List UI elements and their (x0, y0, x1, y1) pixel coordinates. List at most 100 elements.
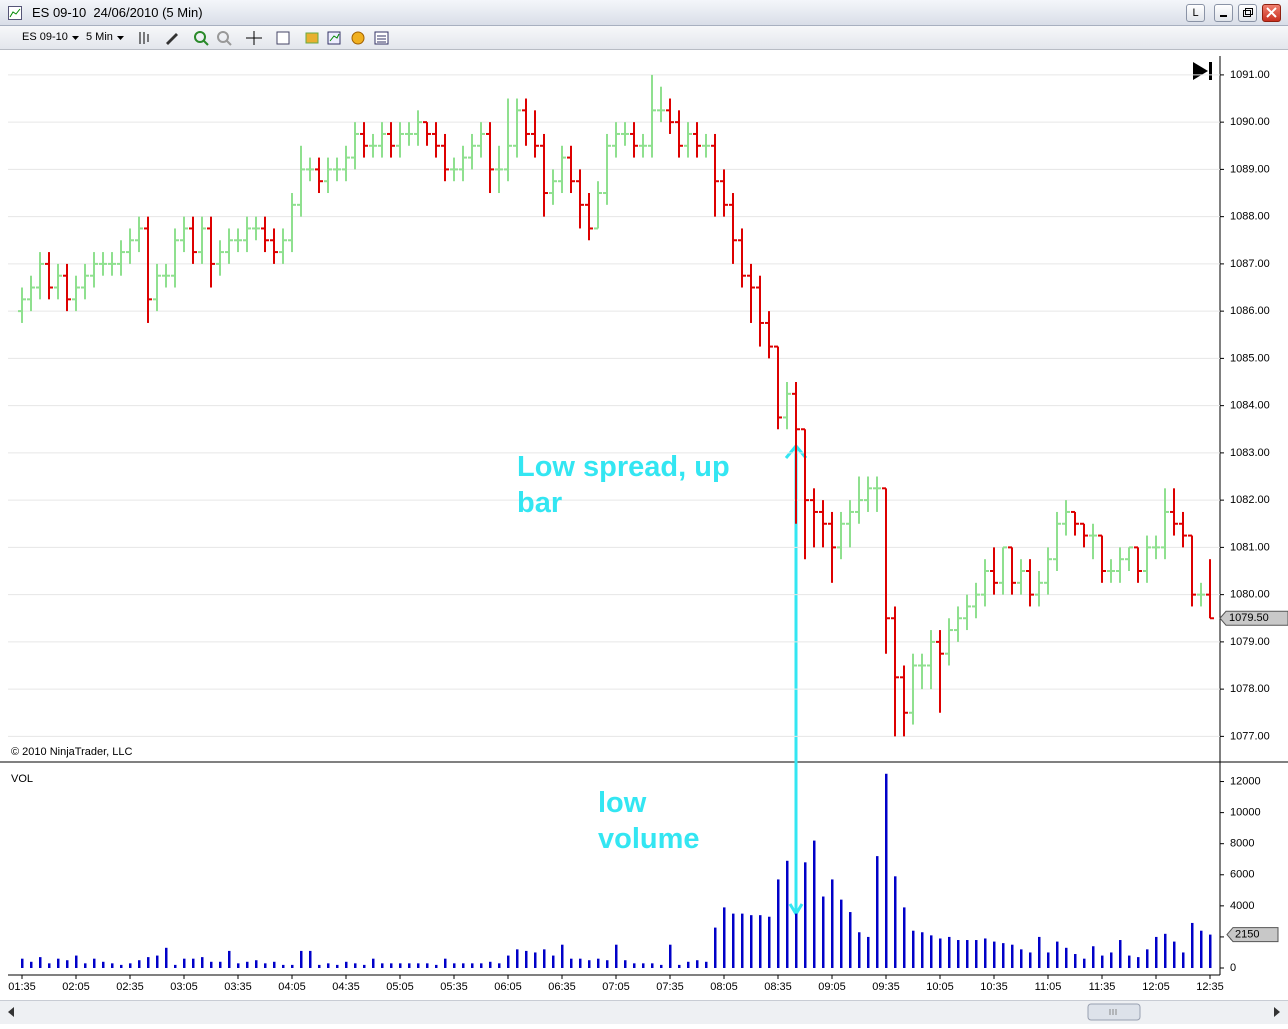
dropdown-arrow[interactable] (117, 36, 124, 41)
y-tick-label: 6000 (1230, 869, 1254, 881)
volume-bar (1047, 952, 1050, 968)
volume-bar (408, 963, 411, 968)
volume-bar (696, 960, 699, 968)
volume-bar (714, 927, 717, 968)
volume-bar (831, 879, 834, 968)
volume-bar (1173, 941, 1176, 968)
scrollbar[interactable] (0, 1000, 1288, 1024)
close-button[interactable] (1262, 4, 1281, 22)
y-tick-label: 1085.00 (1230, 352, 1270, 364)
x-tick-label: 09:35 (872, 981, 900, 993)
volume-bar (957, 940, 960, 968)
volume-bar (327, 963, 330, 968)
volume-bar (84, 963, 87, 968)
volume-label: VOL (11, 773, 33, 785)
volume-bar (1146, 949, 1149, 968)
volume-bar (732, 913, 735, 968)
volume-bar (1110, 952, 1113, 968)
volume-bar (444, 958, 447, 968)
volume-bar (804, 862, 807, 968)
x-tick-label: 06:35 (548, 981, 576, 993)
volume-bar (57, 958, 60, 968)
volume-bar (102, 961, 105, 968)
dropdown-arrow[interactable] (72, 36, 79, 41)
volume-bar (282, 964, 285, 968)
toolbar-icons[interactable] (136, 29, 396, 47)
y-tick-label: 1082.00 (1230, 494, 1270, 506)
volume-bar (228, 950, 231, 968)
volume-bar (210, 961, 213, 968)
volume-bar (1164, 933, 1167, 968)
last-price-marker (1219, 610, 1288, 626)
volume-bar (75, 955, 78, 968)
x-tick-label: 07:35 (656, 981, 684, 993)
volume-bar (633, 963, 636, 968)
y-tick-label: 0 (1230, 962, 1236, 974)
volume-bar (840, 899, 843, 968)
layout-button[interactable]: L (1186, 4, 1205, 22)
x-tick-label: 03:35 (224, 981, 252, 993)
minimize-button[interactable] (1214, 4, 1233, 22)
volume-bar (543, 949, 546, 968)
volume-bar (462, 963, 465, 968)
volume-bar (579, 958, 582, 968)
volume-bar (597, 958, 600, 968)
y-tick-label: 8000 (1230, 838, 1254, 850)
window-title: ES 09-10 24/06/2010 (5 Min) (32, 5, 203, 20)
last-volume-label: 2150 (1235, 928, 1259, 940)
go-to-end-icon[interactable] (1193, 62, 1212, 80)
x-tick-label: 10:35 (980, 981, 1008, 993)
x-tick-label: 08:35 (764, 981, 792, 993)
volume-bar (1083, 958, 1086, 968)
y-tick-label: 1087.00 (1230, 258, 1270, 270)
volume-bar (192, 958, 195, 968)
y-tick-label: 1088.00 (1230, 211, 1270, 223)
y-tick-label: 1086.00 (1230, 305, 1270, 317)
volume-bar (66, 960, 69, 968)
volume-bar (255, 960, 258, 968)
y-tick-label: 12000 (1230, 775, 1261, 787)
volume-bar (966, 940, 969, 968)
volume-bar (660, 964, 663, 968)
y-tick-label: 1083.00 (1230, 447, 1270, 459)
toolbar: ES 09-10 5 Min (0, 26, 1288, 50)
x-tick-label: 02:35 (116, 981, 144, 993)
volume-bar (1200, 930, 1203, 968)
volume-bar (111, 963, 114, 968)
x-tick-label: 12:35 (1196, 981, 1224, 993)
chart-background (0, 50, 1288, 1000)
x-tick-label: 02:05 (62, 981, 90, 993)
volume-bar (1191, 922, 1194, 968)
volume-bar (48, 963, 51, 968)
volume-bar (183, 958, 186, 968)
volume-bar (741, 913, 744, 968)
volume-bar (300, 950, 303, 968)
volume-bar (435, 964, 438, 968)
volume-bar (201, 957, 204, 968)
x-tick-label: 07:05 (602, 981, 630, 993)
volume-bar (606, 960, 609, 968)
interval-selector[interactable]: 5 Min (86, 31, 113, 43)
x-tick-label: 01:35 (8, 981, 36, 993)
volume-bar (1056, 941, 1059, 968)
maximize-button[interactable] (1238, 4, 1257, 22)
x-tick-label: 10:05 (926, 981, 954, 993)
annotation-text: Low spread, up bar (517, 451, 730, 519)
volume-bar (1029, 952, 1032, 968)
instrument-selector[interactable]: ES 09-10 (22, 31, 68, 43)
volume-bar (417, 963, 420, 968)
volume-bar (156, 955, 159, 968)
volume-bar (552, 955, 555, 968)
x-tick-label: 11:05 (1035, 981, 1062, 993)
y-tick-label: 1089.00 (1230, 163, 1270, 175)
volume-bar (993, 941, 996, 968)
volume-bar (39, 957, 42, 968)
volume-bar (822, 896, 825, 968)
last-price-label: 1079.50 (1229, 612, 1269, 624)
y-tick-label: 1079.00 (1230, 636, 1270, 648)
volume-bar (471, 963, 474, 968)
volume-bar (507, 955, 510, 968)
y-tick-label: 1081.00 (1230, 541, 1270, 553)
